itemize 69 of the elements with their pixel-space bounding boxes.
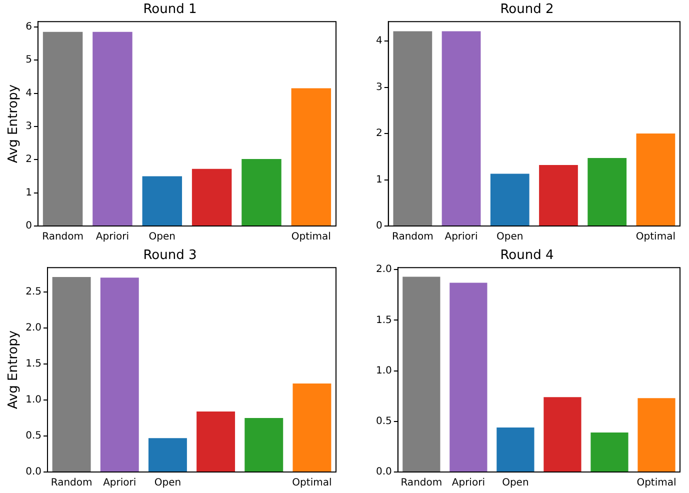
chart-title: Round 2 — [500, 2, 554, 18]
y-tick-label: 0 — [26, 220, 32, 232]
x-tick-label: Apriori — [452, 478, 485, 489]
x-tick-label: Optimal — [636, 232, 676, 243]
bar — [442, 31, 481, 226]
bar — [402, 276, 440, 472]
chart-title: Round 4 — [500, 248, 554, 264]
y-tick-label: 0.5 — [376, 416, 392, 427]
x-tick-label: Apriori — [444, 232, 478, 243]
y-tick-label: 3 — [376, 82, 382, 93]
x-tick-label: Random — [42, 232, 84, 243]
x-tick-label: Optimal — [292, 478, 332, 489]
bar — [92, 32, 132, 226]
x-tick-label: Open — [154, 478, 182, 489]
y-tick-label: 2 — [26, 154, 32, 166]
bar — [42, 32, 83, 226]
bar — [242, 158, 282, 226]
bar — [638, 398, 676, 472]
y-tick-label: 0.0 — [26, 466, 42, 478]
y-tick-label: 6 — [26, 22, 32, 33]
bar — [590, 432, 628, 472]
y-tick-label: 2 — [376, 128, 382, 140]
y-tick-label: 2.5 — [26, 286, 42, 298]
y-tick-label: 0 — [376, 220, 382, 232]
x-tick-label: Apriori — [96, 232, 130, 243]
bar — [148, 438, 187, 472]
x-tick-label: Random — [392, 232, 434, 243]
x-tick-label: Apriori — [103, 478, 136, 489]
bar — [196, 412, 236, 472]
x-tick-label: Optimal — [291, 232, 331, 243]
y-tick-label: 1.0 — [26, 394, 42, 406]
bar — [636, 134, 676, 226]
y-tick-label: 4 — [376, 36, 382, 47]
bar — [393, 31, 432, 226]
y-tick-label: 4 — [26, 88, 32, 99]
bar — [450, 282, 488, 472]
bar — [490, 174, 530, 226]
y-tick-label: 5 — [26, 54, 32, 66]
bar — [544, 397, 582, 472]
y-tick-label: 0.0 — [376, 466, 392, 478]
y-tick-label: 1.5 — [26, 358, 42, 370]
chart-title: Round 1 — [143, 2, 197, 18]
chart-title: Round 3 — [143, 248, 197, 264]
bar — [244, 418, 284, 472]
y-tick-label: 2.0 — [26, 322, 42, 334]
bar — [52, 276, 91, 472]
x-tick-label: Random — [50, 478, 92, 489]
bar — [292, 383, 332, 472]
x-tick-label: Optimal — [636, 478, 676, 489]
x-tick-label: Open — [496, 232, 524, 243]
y-tick-label: 0.5 — [26, 430, 42, 442]
bar — [192, 168, 232, 226]
y-tick-label: 2.0 — [376, 264, 392, 276]
y-tick-label: 1.5 — [376, 314, 392, 326]
x-tick-label: Random — [400, 478, 442, 489]
bar — [588, 158, 627, 226]
x-tick-label: Open — [148, 232, 176, 243]
y-tick-label: 3 — [26, 121, 32, 132]
bar — [291, 88, 332, 226]
bar — [539, 164, 578, 226]
y-tick-label: 1.0 — [376, 365, 392, 376]
y-axis-title: Avg Entropy — [6, 84, 22, 164]
y-tick-label: 1 — [376, 174, 382, 186]
y-axis-title: Avg Entropy — [6, 330, 22, 410]
bar — [100, 278, 139, 472]
bar — [142, 176, 182, 226]
bar — [496, 427, 534, 472]
x-tick-label: Open — [502, 478, 529, 489]
y-tick-label: 1 — [26, 187, 32, 198]
